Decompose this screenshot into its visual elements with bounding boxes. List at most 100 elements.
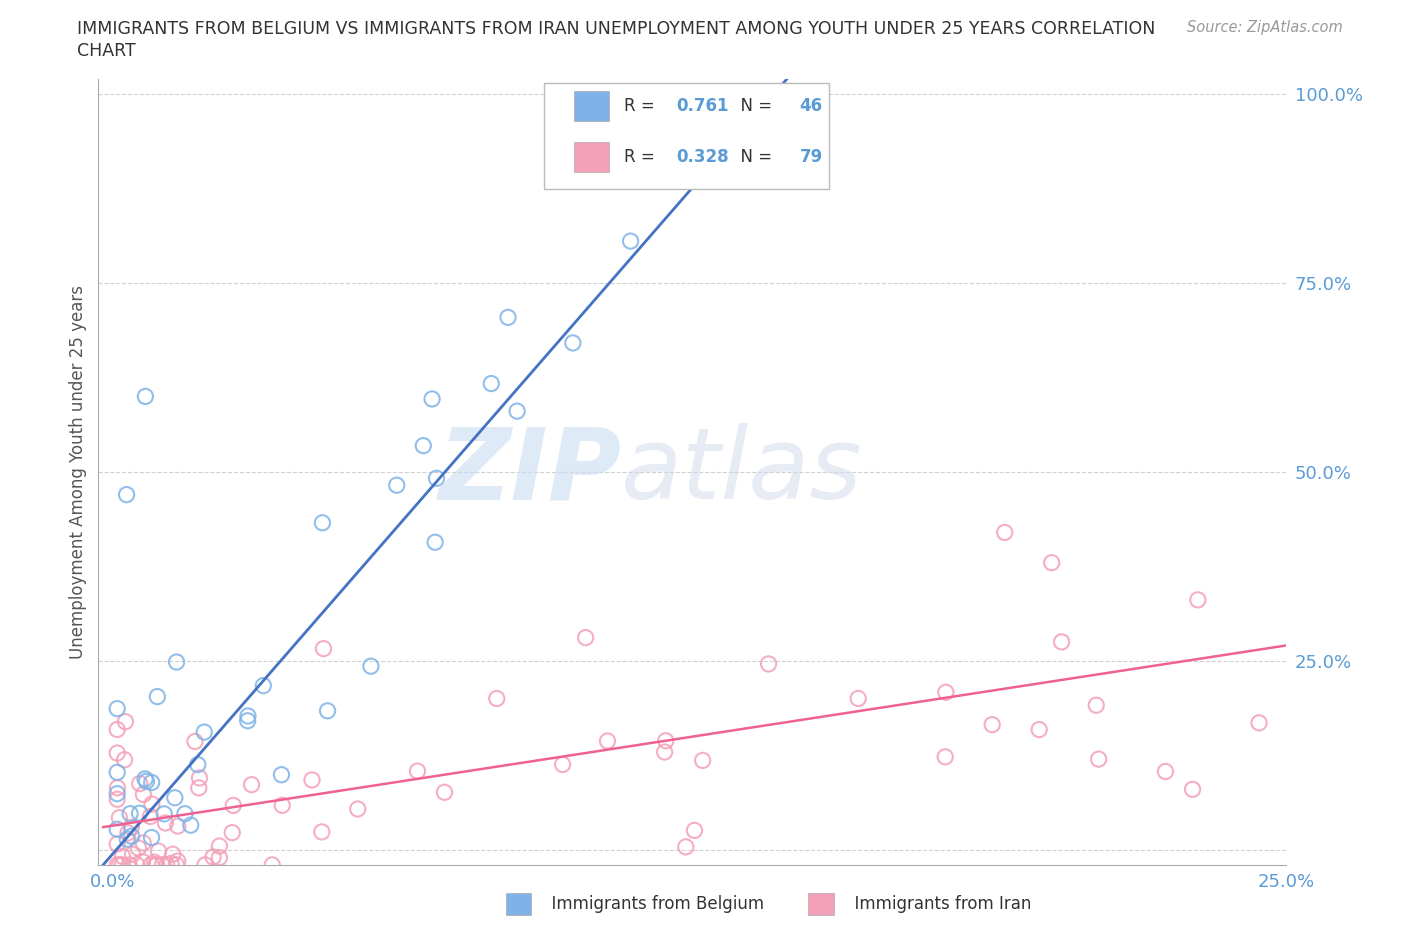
Point bbox=[132, 835, 155, 850]
Point bbox=[115, 880, 138, 895]
Point bbox=[139, 809, 162, 824]
Point bbox=[105, 765, 128, 780]
Point bbox=[166, 818, 188, 833]
Point bbox=[240, 777, 263, 792]
Point bbox=[1028, 722, 1050, 737]
Point bbox=[188, 770, 211, 785]
Point bbox=[561, 336, 583, 351]
Point bbox=[152, 857, 174, 872]
Point bbox=[134, 771, 156, 786]
Text: R =: R = bbox=[623, 97, 659, 114]
Point bbox=[312, 641, 335, 656]
Point bbox=[194, 857, 217, 872]
Point bbox=[1247, 715, 1270, 730]
Point bbox=[385, 478, 408, 493]
Point bbox=[105, 722, 128, 737]
Point bbox=[174, 806, 197, 821]
FancyBboxPatch shape bbox=[544, 83, 830, 189]
FancyBboxPatch shape bbox=[574, 142, 609, 172]
Point bbox=[180, 817, 202, 832]
Point bbox=[134, 389, 156, 404]
Point bbox=[222, 798, 245, 813]
Text: N =: N = bbox=[731, 97, 778, 114]
Point bbox=[193, 724, 215, 739]
Text: IMMIGRANTS FROM BELGIUM VS IMMIGRANTS FROM IRAN UNEMPLOYMENT AMONG YOUTH UNDER 2: IMMIGRANTS FROM BELGIUM VS IMMIGRANTS FR… bbox=[77, 20, 1156, 38]
Point bbox=[252, 678, 274, 693]
Point bbox=[1187, 592, 1209, 607]
Text: N =: N = bbox=[731, 148, 778, 166]
Text: 0.328: 0.328 bbox=[676, 148, 728, 166]
Point bbox=[420, 392, 443, 406]
Text: Source: ZipAtlas.com: Source: ZipAtlas.com bbox=[1187, 20, 1343, 35]
Point bbox=[105, 786, 128, 801]
Point bbox=[145, 880, 167, 895]
Point bbox=[683, 823, 706, 838]
Point bbox=[551, 757, 574, 772]
Text: Immigrants from Iran: Immigrants from Iran bbox=[844, 895, 1031, 913]
Point bbox=[121, 847, 143, 862]
Text: atlas: atlas bbox=[621, 423, 863, 521]
Text: 46: 46 bbox=[800, 97, 823, 114]
Point bbox=[131, 855, 153, 870]
Point bbox=[117, 826, 139, 841]
Point bbox=[236, 713, 259, 728]
Point bbox=[654, 745, 676, 760]
Point bbox=[145, 857, 167, 872]
Point bbox=[270, 767, 292, 782]
Point bbox=[184, 734, 207, 749]
Text: Immigrants from Belgium: Immigrants from Belgium bbox=[541, 895, 765, 913]
Point bbox=[105, 701, 128, 716]
Point bbox=[136, 873, 159, 888]
Point bbox=[692, 753, 714, 768]
Point bbox=[107, 780, 129, 795]
FancyBboxPatch shape bbox=[574, 91, 609, 121]
Point bbox=[655, 734, 678, 749]
Point bbox=[105, 746, 128, 761]
Text: 0.761: 0.761 bbox=[676, 97, 728, 114]
Point bbox=[675, 840, 697, 855]
Point bbox=[236, 709, 259, 724]
Point bbox=[316, 703, 339, 718]
Point bbox=[143, 868, 166, 883]
Point bbox=[1085, 698, 1108, 712]
Point bbox=[160, 856, 183, 870]
Point bbox=[110, 880, 132, 895]
Point bbox=[423, 535, 446, 550]
Point bbox=[208, 850, 231, 865]
Point bbox=[994, 525, 1017, 539]
Point bbox=[128, 805, 150, 820]
Point bbox=[479, 376, 502, 391]
Text: ZIP: ZIP bbox=[439, 423, 621, 521]
Point bbox=[935, 684, 957, 699]
Point bbox=[496, 310, 519, 325]
Point bbox=[981, 717, 1004, 732]
Point bbox=[141, 830, 163, 845]
Point bbox=[162, 847, 184, 862]
Point bbox=[111, 849, 134, 864]
Point bbox=[105, 857, 128, 872]
Point bbox=[311, 825, 333, 840]
Point bbox=[105, 791, 128, 806]
Point bbox=[128, 777, 150, 791]
Point bbox=[202, 850, 225, 865]
Text: 79: 79 bbox=[800, 148, 823, 166]
Point bbox=[506, 404, 529, 418]
Point bbox=[163, 790, 186, 805]
Point bbox=[105, 822, 128, 837]
Y-axis label: Unemployment Among Youth under 25 years: Unemployment Among Youth under 25 years bbox=[69, 285, 87, 659]
Point bbox=[165, 857, 187, 872]
Point bbox=[114, 714, 136, 729]
Point bbox=[934, 750, 956, 764]
Point bbox=[846, 691, 869, 706]
Point bbox=[139, 857, 162, 872]
Point bbox=[575, 631, 598, 645]
Point bbox=[166, 655, 188, 670]
Point bbox=[695, 153, 717, 168]
Point bbox=[1040, 555, 1063, 570]
Point bbox=[346, 802, 368, 817]
Point bbox=[1181, 782, 1204, 797]
Point bbox=[155, 816, 177, 830]
Point bbox=[433, 785, 456, 800]
Point bbox=[143, 855, 166, 870]
Point bbox=[187, 757, 209, 772]
